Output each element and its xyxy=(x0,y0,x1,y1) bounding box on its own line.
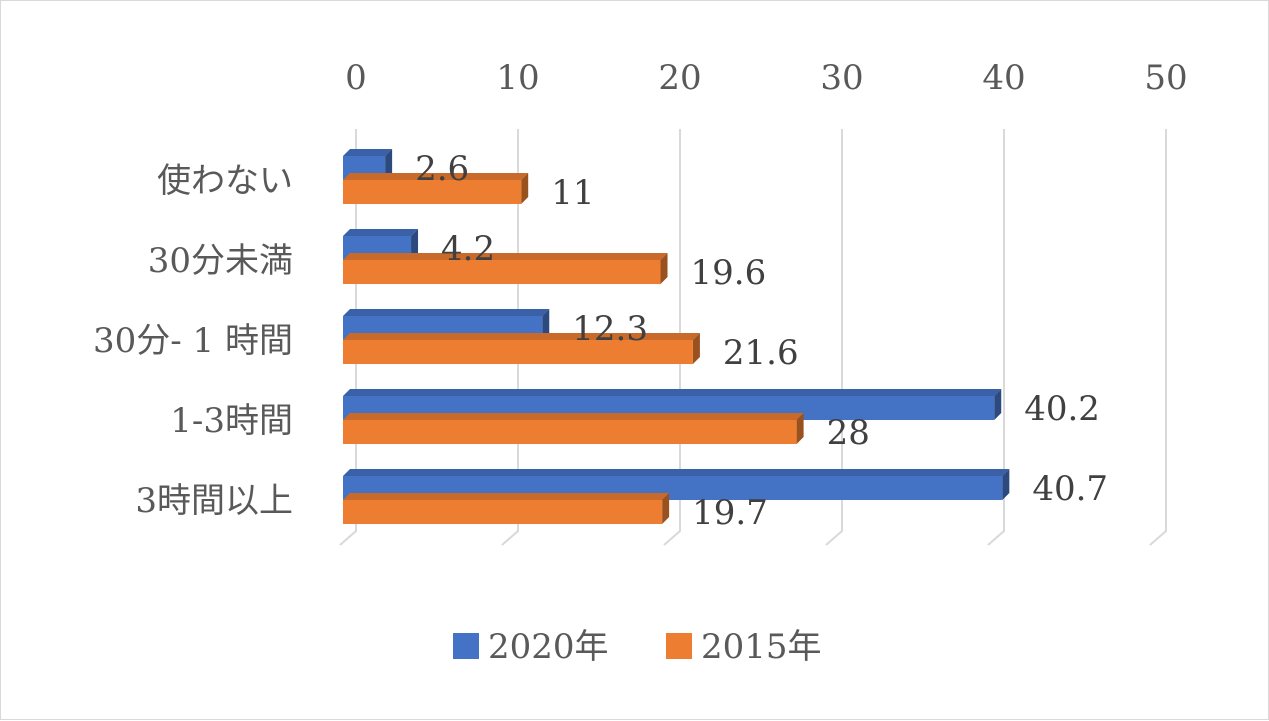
bar-side-face xyxy=(521,173,529,204)
gridline xyxy=(1149,129,1167,546)
x-tick-label: 40 xyxy=(982,58,1025,98)
legend-label: 2020年 xyxy=(488,627,609,667)
x-axis-ticks: 0 10 20 30 40 50 xyxy=(345,58,1187,98)
bar-side-face xyxy=(660,253,668,284)
bar-side-face xyxy=(411,229,419,260)
bar-2015年-1-3時間 xyxy=(343,420,797,444)
bar-top-face xyxy=(343,253,668,260)
bar-2015年-3時間以上 xyxy=(343,500,663,524)
legend: 2020年 2015年 xyxy=(453,627,822,667)
bar-side-face xyxy=(385,149,393,180)
data-labels: 2.6 11 4.2 19.6 12.3 21.6 40.2 28 40.7 19.7 xyxy=(415,149,1108,533)
bar-side-face xyxy=(1002,469,1010,500)
bar-2015年-30分- 1 時間 xyxy=(343,340,693,364)
bar-top-face xyxy=(343,389,1002,396)
data-label: 2.6 xyxy=(415,149,469,189)
data-label: 12.3 xyxy=(572,309,648,349)
bar-2015年-使わない xyxy=(343,180,522,204)
category-label: 30分- 1 時間 xyxy=(93,321,293,361)
legend-swatch xyxy=(666,633,692,659)
bar-top-face xyxy=(343,333,700,340)
data-label: 4.2 xyxy=(441,229,495,269)
x-tick-label: 10 xyxy=(496,58,539,98)
bar-side-face xyxy=(542,309,550,340)
data-label: 21.6 xyxy=(723,333,799,373)
data-label: 11 xyxy=(551,173,594,213)
x-tick-label: 0 xyxy=(345,58,367,98)
bar-top-face xyxy=(343,413,804,420)
bar-top-face xyxy=(343,173,529,180)
bar-side-face xyxy=(994,389,1002,420)
data-label: 19.7 xyxy=(692,493,768,533)
bar-side-face xyxy=(692,333,700,364)
category-label: 1-3時間 xyxy=(170,401,293,441)
category-label: 3時間以上 xyxy=(135,481,293,521)
category-label: 30分未満 xyxy=(148,241,293,281)
data-label: 40.7 xyxy=(1032,469,1108,509)
x-tick-label: 30 xyxy=(820,58,863,98)
category-labels: 使わない 30分未満 30分- 1 時間 1-3時間 3時間以上 xyxy=(93,161,293,521)
legend-label: 2015年 xyxy=(701,627,822,667)
bars xyxy=(343,149,1010,524)
bar-top-face xyxy=(343,229,419,236)
gridline xyxy=(825,129,843,546)
x-tick-label: 50 xyxy=(1144,58,1187,98)
data-label: 40.2 xyxy=(1024,389,1100,429)
bar-side-face xyxy=(796,413,804,444)
x-tick-label: 20 xyxy=(658,58,701,98)
bar-top-face xyxy=(343,309,550,316)
data-label: 19.6 xyxy=(691,253,767,293)
bar-top-face xyxy=(343,493,670,500)
bar-top-face xyxy=(343,149,393,156)
gridline xyxy=(663,129,681,546)
legend-swatch xyxy=(453,633,479,659)
gridline xyxy=(987,129,1005,546)
data-label: 28 xyxy=(827,413,870,453)
bar-2015年-30分未満 xyxy=(343,260,661,284)
category-label: 使わない xyxy=(157,161,293,201)
bar-side-face xyxy=(662,493,670,524)
bar-top-face xyxy=(343,469,1010,476)
